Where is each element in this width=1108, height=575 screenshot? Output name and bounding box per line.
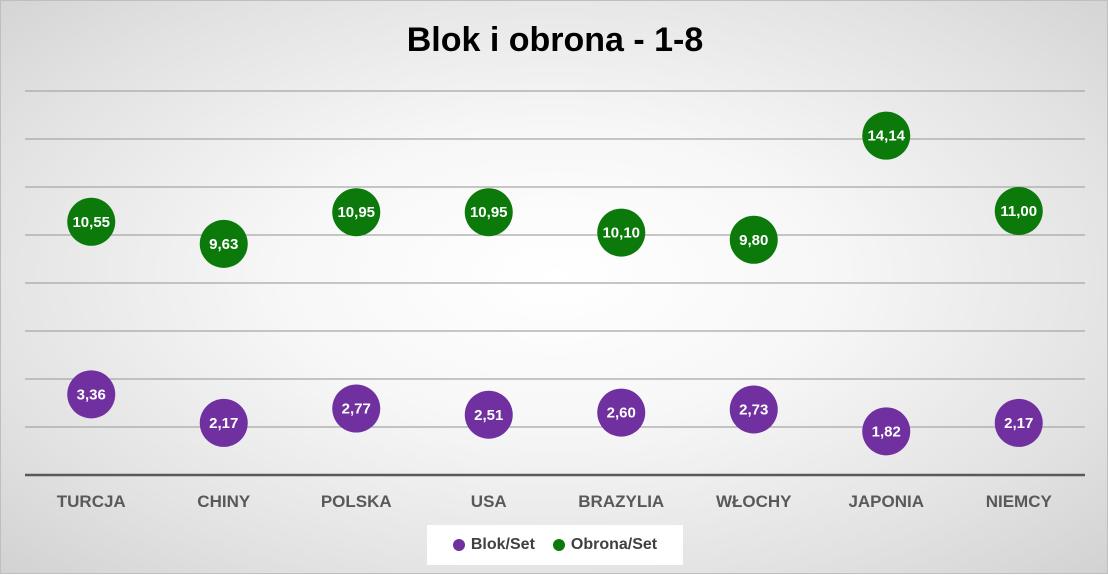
x-tick-label: BRAZYLIA: [578, 492, 664, 511]
data-label: 2,17: [1004, 415, 1033, 432]
data-point: [994, 187, 1043, 235]
series-blok: 3,36 2,17 2,77 2,51 2,60 2,73 1,82 2,17: [67, 370, 1043, 456]
data-label: 2,51: [474, 407, 503, 424]
x-tick-label: WŁOCHY: [716, 492, 792, 511]
legend-label-obrona: Obrona/Set: [570, 536, 658, 553]
data-label: 11,00: [1000, 203, 1037, 220]
data-point: [199, 398, 248, 447]
x-tick-label: TURCJA: [57, 492, 126, 511]
legend-entry-obrona[interactable]: Obrona/Set: [552, 536, 658, 554]
data-point: [729, 215, 778, 264]
data-label: 9,63: [209, 236, 238, 253]
data-label: 14,14: [867, 128, 905, 145]
data-label: 1,82: [872, 423, 901, 440]
data-point: [332, 384, 381, 433]
data-label: 10,95: [470, 204, 508, 221]
data-label: 9,80: [739, 232, 768, 249]
x-tick-label: NIEMCY: [986, 492, 1053, 511]
data-point: [862, 111, 911, 160]
data-point: [862, 407, 911, 456]
legend-swatch-blok: [452, 539, 465, 551]
data-label: 2,60: [607, 405, 636, 422]
legend-entry-blok[interactable]: Blok/Set: [452, 536, 535, 554]
data-point: [464, 390, 513, 439]
data-point: [67, 197, 116, 246]
gridlines: [25, 90, 1085, 428]
x-tick-label: POLSKA: [321, 492, 392, 511]
data-label: 2,17: [209, 415, 238, 432]
data-label: 2,77: [342, 401, 371, 418]
chart-title: Blok i obrona - 1-8: [406, 21, 704, 59]
data-point: [67, 370, 116, 419]
data-point: [597, 208, 646, 257]
category-labels: TURCJA CHINY POLSKA USA BRAZYLIA WŁOCHY JAPONI…: [57, 492, 1053, 511]
data-point: [994, 398, 1043, 447]
data-point: [464, 188, 513, 237]
data-label: 10,55: [72, 214, 110, 231]
data-point: [729, 385, 778, 434]
series-points: 3,36 2,17 2,77 2,51 2,60 2,73 1,82 2,17 10,55 9,6…: [67, 111, 1043, 456]
legend: Blok/Set Obrona/Set: [427, 525, 683, 565]
data-point: [199, 219, 248, 268]
data-point: [332, 188, 381, 237]
series-obrona: 10,55 9,63 10,95 10,95 10,10 9,80 14,14 11,00: [67, 111, 1043, 268]
legend-swatch-obrona: [552, 539, 565, 551]
data-point: [597, 388, 646, 437]
legend-label-blok: Blok/Set: [470, 536, 535, 553]
x-tick-label: CHINY: [197, 492, 251, 511]
data-label: 2,73: [739, 401, 768, 418]
x-tick-label: USA: [471, 492, 507, 511]
data-label: 3,36: [77, 386, 106, 403]
data-label: 10,10: [602, 225, 640, 242]
data-label: 10,95: [337, 204, 375, 221]
x-tick-label: JAPONIA: [848, 492, 924, 511]
